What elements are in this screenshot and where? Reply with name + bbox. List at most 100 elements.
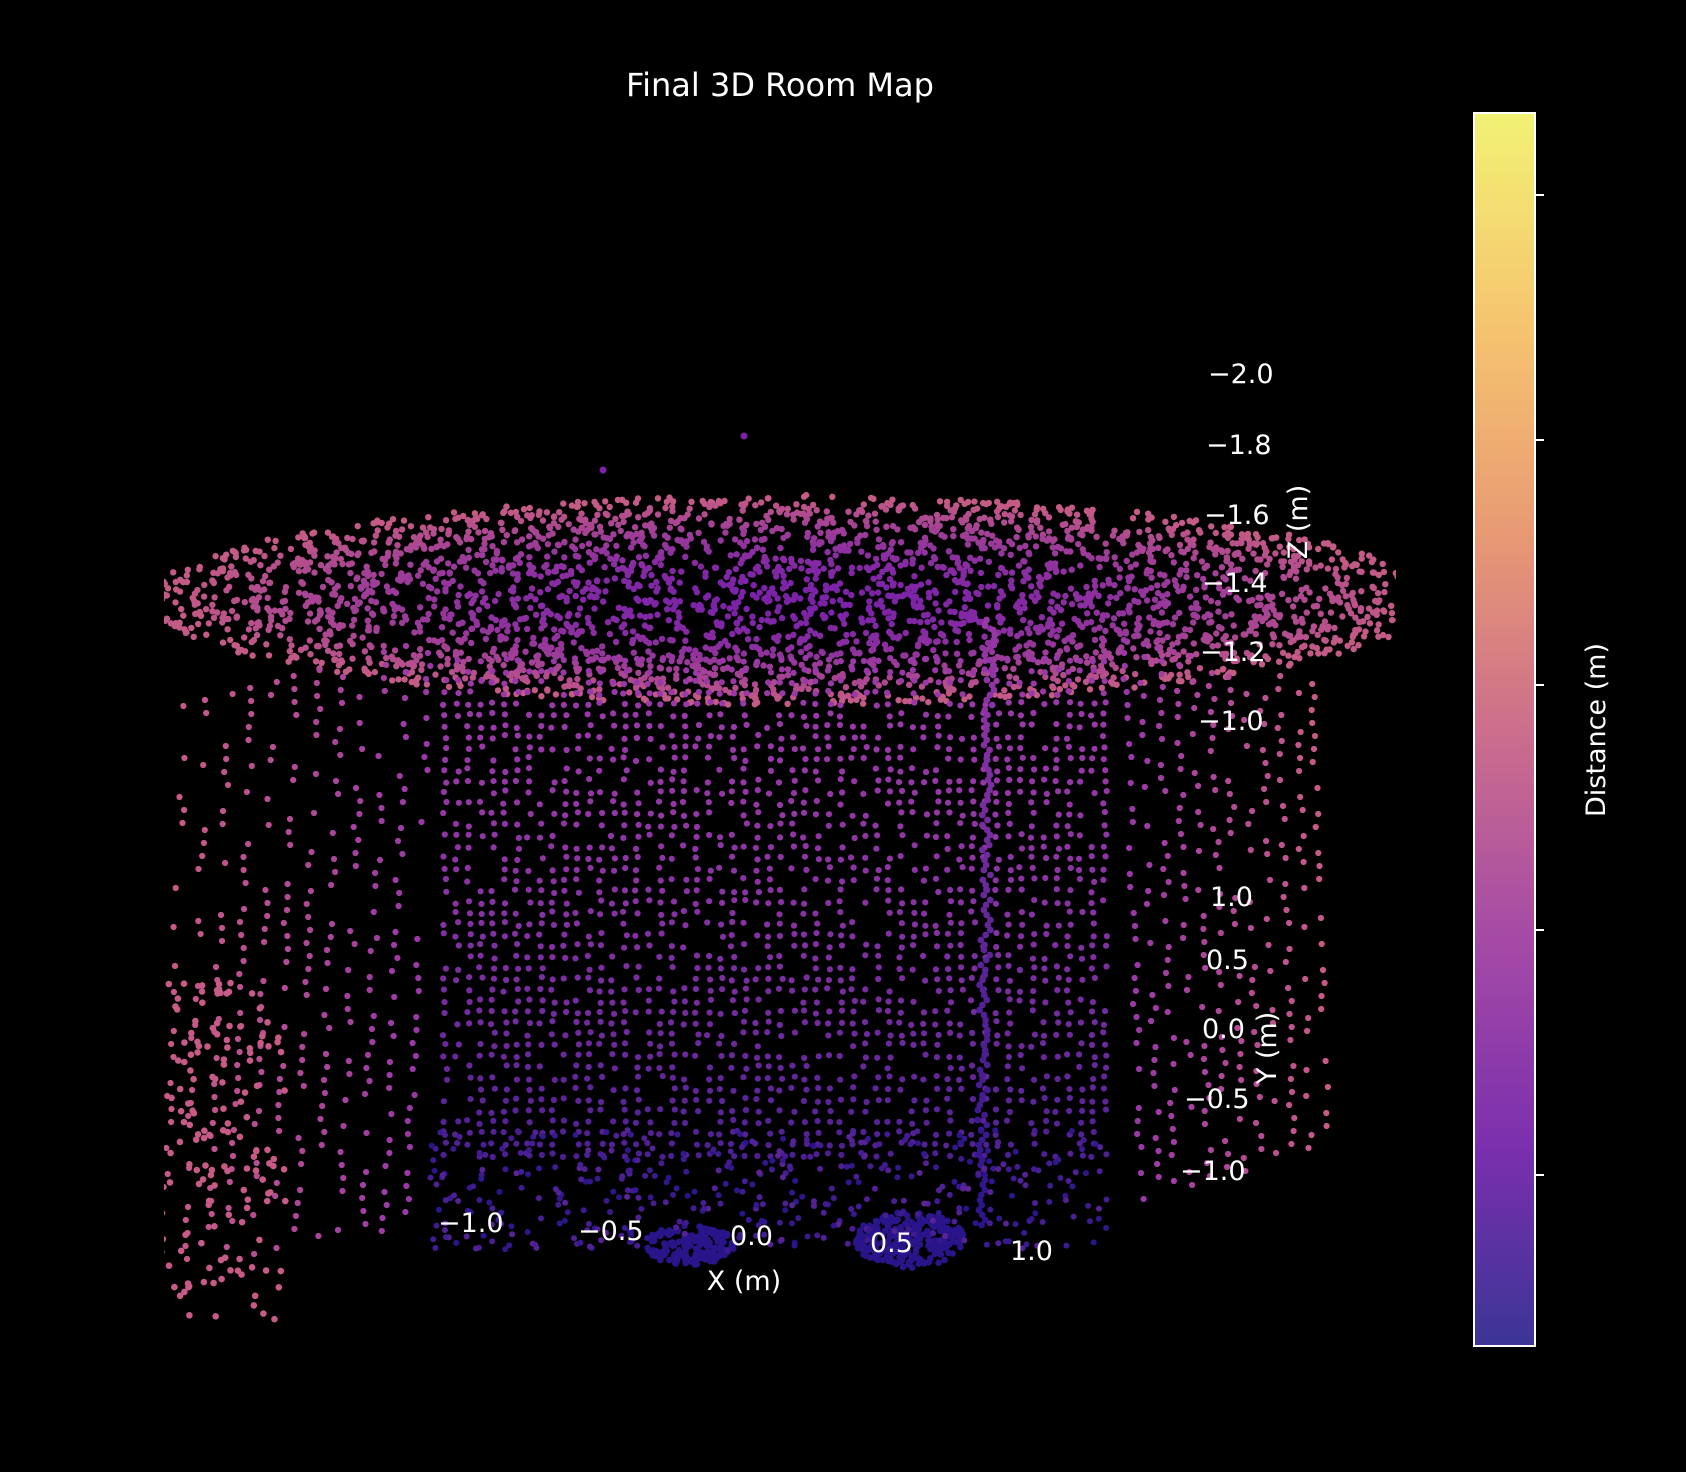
ceiling-point <box>904 549 911 556</box>
wall-point <box>956 1032 963 1039</box>
ceiling-point <box>1184 536 1191 543</box>
ceiling-point <box>642 552 650 559</box>
ceiling-point <box>661 541 669 548</box>
ceiling-point <box>1143 597 1151 604</box>
wall-point <box>524 1140 531 1147</box>
wall-point <box>1079 1107 1086 1114</box>
wall-point <box>1030 975 1037 982</box>
wall-point <box>693 833 700 841</box>
wall-point <box>562 954 569 962</box>
wall-point <box>646 657 653 664</box>
wall-point <box>776 911 783 918</box>
ceiling-point <box>819 594 826 601</box>
wall-point <box>1102 699 1109 706</box>
ceiling-point <box>1020 616 1027 624</box>
ceiling-point <box>1156 534 1163 542</box>
ceiling-point <box>1162 518 1169 525</box>
ceiling-point <box>371 548 378 555</box>
ceiling-point <box>1103 549 1110 556</box>
wall-point <box>478 677 485 685</box>
ceiling-point <box>1366 620 1374 627</box>
wall-point <box>693 811 700 818</box>
wall-point <box>799 745 807 752</box>
wall-point <box>827 1108 834 1115</box>
ceiling-point <box>1154 582 1161 589</box>
ceiling-point <box>885 615 892 622</box>
ceiling-point <box>665 599 673 606</box>
wall-point <box>466 1020 473 1027</box>
wall-point <box>611 1041 618 1048</box>
wall-point <box>716 1131 723 1138</box>
ceiling-point <box>231 568 238 576</box>
wall-point <box>1088 853 1095 860</box>
ceiling-point <box>260 586 268 593</box>
ceiling-point <box>778 505 786 513</box>
ceiling-point <box>803 515 811 523</box>
ceiling-point <box>578 510 585 517</box>
wall-point <box>1100 843 1107 850</box>
ceiling-point <box>994 498 1001 505</box>
wall-point <box>622 854 629 862</box>
ceiling-point <box>366 642 373 649</box>
ceiling-point <box>812 559 819 567</box>
wall-point <box>729 918 736 926</box>
wall-point <box>837 658 844 665</box>
wall-point <box>933 809 941 816</box>
ceiling-point <box>1290 637 1297 644</box>
wall-point <box>693 823 701 831</box>
ceiling-point <box>886 674 893 681</box>
ceiling-point <box>499 557 506 564</box>
ceiling-point <box>219 565 227 572</box>
wall-point <box>549 746 556 753</box>
wall-point <box>563 921 571 928</box>
ceiling-point <box>595 588 602 595</box>
wall-point <box>1102 767 1109 774</box>
ceiling-point <box>481 527 489 535</box>
ceiling-point <box>911 617 918 625</box>
wall-point <box>536 733 543 740</box>
ceiling-point <box>364 627 372 634</box>
wall-point <box>764 1075 771 1082</box>
ceiling-point <box>543 607 551 614</box>
ceiling-point <box>1279 649 1287 656</box>
wall-point <box>1055 845 1063 852</box>
ceiling-point <box>611 575 619 582</box>
ceiling-point <box>1084 610 1091 617</box>
ceiling-point <box>648 582 655 589</box>
ceiling-point <box>1304 540 1312 548</box>
wall-point <box>1042 745 1049 752</box>
ceiling-point <box>1280 573 1287 581</box>
ceiling-point <box>1122 628 1129 635</box>
ceiling-point <box>448 668 456 676</box>
wall-point <box>740 779 747 786</box>
wall-point <box>692 975 699 982</box>
ceiling-point <box>912 593 920 600</box>
ceiling-point <box>950 508 958 516</box>
ceiling-point <box>830 519 837 526</box>
ceiling-point <box>347 582 354 590</box>
wall-point <box>814 777 822 784</box>
wall-point <box>716 864 723 871</box>
ceiling-point <box>262 572 269 580</box>
wall-point <box>1019 921 1026 928</box>
ceiling-point <box>1131 586 1138 593</box>
wall-point <box>945 755 952 762</box>
ceiling-point <box>606 503 613 511</box>
wall-point <box>955 1076 963 1083</box>
ceiling-point <box>964 541 972 548</box>
wall-point <box>728 977 735 984</box>
wall-point <box>812 910 819 917</box>
ceiling-point <box>658 549 665 556</box>
ceiling-point <box>554 632 561 640</box>
ceiling-point <box>703 632 710 639</box>
ceiling-point <box>392 527 400 535</box>
wall-point <box>501 1008 508 1015</box>
ceiling-point <box>408 678 415 686</box>
ceiling-point <box>1221 531 1229 539</box>
ceiling-point <box>1051 536 1058 543</box>
ceiling-point <box>890 634 897 641</box>
ceiling-point <box>461 635 468 642</box>
ceiling-point <box>889 592 896 599</box>
wall-point <box>1078 1119 1085 1126</box>
ceiling-point <box>1153 638 1160 646</box>
